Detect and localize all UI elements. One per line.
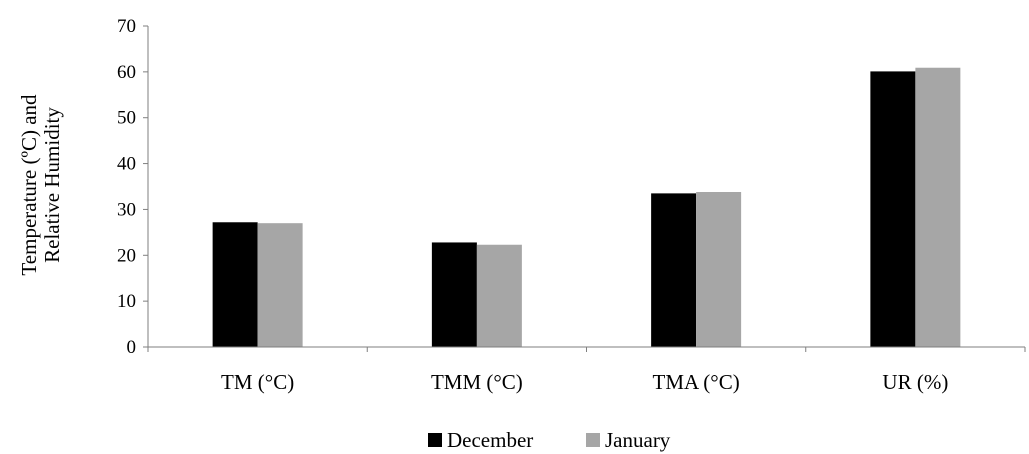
legend-swatch-january: [586, 433, 600, 447]
bars: [213, 68, 961, 347]
y-tick-label: 40: [117, 154, 136, 175]
y-axis-title-line-2: Relative Humidity: [40, 107, 64, 263]
y-tick-label: 10: [117, 291, 136, 312]
x-axis: TM (°C) TMM (°C) TMA (°C) UR (%): [148, 347, 1025, 394]
x-category-label: TMA (°C): [653, 370, 740, 394]
bar-december: [870, 71, 915, 347]
bar-january: [915, 68, 960, 347]
x-category-label: TMM (°C): [431, 370, 523, 394]
bar-december: [651, 193, 696, 347]
y-tick-label: 50: [117, 108, 136, 129]
bar-january: [258, 223, 303, 347]
legend-label-december: December: [447, 428, 533, 452]
bar-december: [432, 242, 477, 347]
y-tick-label: 0: [127, 337, 137, 358]
y-axis: 0 10 20 30 40 50 60 70: [117, 16, 148, 358]
bar-january: [696, 192, 741, 347]
y-tick-label: 20: [117, 245, 136, 266]
y-tick-label: 70: [117, 16, 136, 37]
legend: December January: [428, 428, 671, 452]
bar-january: [477, 245, 522, 347]
y-tick-label: 30: [117, 199, 136, 220]
y-tick-label: 60: [117, 62, 136, 83]
x-category-label: TM (°C): [221, 370, 294, 394]
y-axis-title-line-1: Temperature (ºC) and: [17, 94, 41, 276]
legend-label-january: January: [605, 428, 671, 452]
y-axis-title: Temperature (ºC) and Relative Humidity: [17, 94, 64, 276]
legend-swatch-december: [428, 433, 442, 447]
x-category-label: UR (%): [882, 370, 948, 394]
bar-december: [213, 222, 258, 347]
